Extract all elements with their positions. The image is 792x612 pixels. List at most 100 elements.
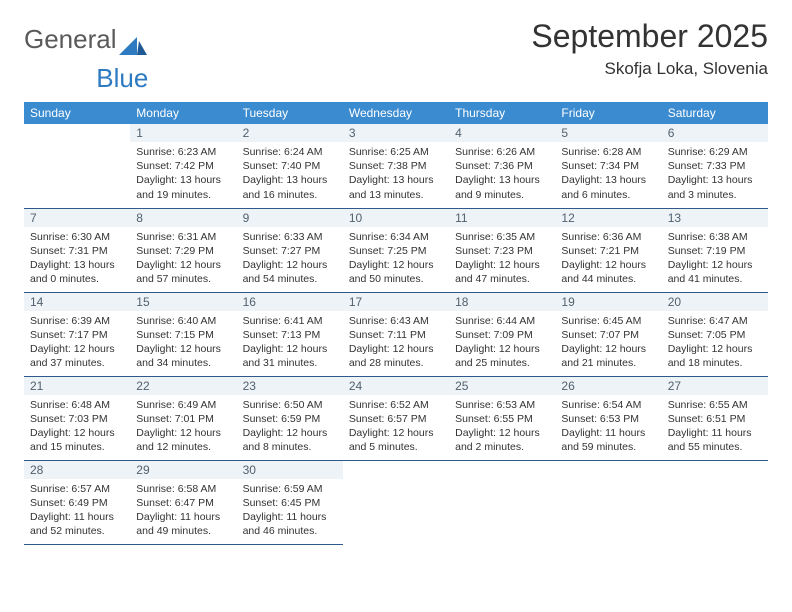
sunset-line: Sunset: 7:01 PM xyxy=(136,412,230,426)
sunrise-line: Sunrise: 6:41 AM xyxy=(243,314,337,328)
weekday-header: Tuesday xyxy=(237,102,343,124)
sunset-line: Sunset: 7:38 PM xyxy=(349,159,443,173)
daylight-line: Daylight: 12 hours and 18 minutes. xyxy=(668,342,762,370)
calendar-cell xyxy=(24,124,130,208)
day-number: 29 xyxy=(130,461,236,479)
sunrise-line: Sunrise: 6:30 AM xyxy=(30,230,124,244)
day-details: Sunrise: 6:41 AMSunset: 7:13 PMDaylight:… xyxy=(237,311,343,375)
weekday-header: Wednesday xyxy=(343,102,449,124)
sunrise-line: Sunrise: 6:33 AM xyxy=(243,230,337,244)
day-number: 21 xyxy=(24,377,130,395)
day-details: Sunrise: 6:28 AMSunset: 7:34 PMDaylight:… xyxy=(555,142,661,206)
daylight-line: Daylight: 13 hours and 3 minutes. xyxy=(668,173,762,201)
calendar-cell: 10Sunrise: 6:34 AMSunset: 7:25 PMDayligh… xyxy=(343,208,449,292)
daylight-line: Daylight: 11 hours and 55 minutes. xyxy=(668,426,762,454)
sunrise-line: Sunrise: 6:38 AM xyxy=(668,230,762,244)
sunset-line: Sunset: 6:59 PM xyxy=(243,412,337,426)
day-details: Sunrise: 6:31 AMSunset: 7:29 PMDaylight:… xyxy=(130,227,236,291)
sunset-line: Sunset: 7:31 PM xyxy=(30,244,124,258)
day-details: Sunrise: 6:34 AMSunset: 7:25 PMDaylight:… xyxy=(343,227,449,291)
calendar-cell: 20Sunrise: 6:47 AMSunset: 7:05 PMDayligh… xyxy=(662,292,768,376)
day-number: 27 xyxy=(662,377,768,395)
sunset-line: Sunset: 7:36 PM xyxy=(455,159,549,173)
daylight-line: Daylight: 12 hours and 28 minutes. xyxy=(349,342,443,370)
brand-word1: General xyxy=(24,24,117,55)
day-details: Sunrise: 6:55 AMSunset: 6:51 PMDaylight:… xyxy=(662,395,768,459)
day-details: Sunrise: 6:39 AMSunset: 7:17 PMDaylight:… xyxy=(24,311,130,375)
sunset-line: Sunset: 7:05 PM xyxy=(668,328,762,342)
day-details: Sunrise: 6:53 AMSunset: 6:55 PMDaylight:… xyxy=(449,395,555,459)
calendar-cell: 13Sunrise: 6:38 AMSunset: 7:19 PMDayligh… xyxy=(662,208,768,292)
day-details: Sunrise: 6:23 AMSunset: 7:42 PMDaylight:… xyxy=(130,142,236,206)
daylight-line: Daylight: 12 hours and 8 minutes. xyxy=(243,426,337,454)
sunrise-line: Sunrise: 6:57 AM xyxy=(30,482,124,496)
sunrise-line: Sunrise: 6:47 AM xyxy=(668,314,762,328)
sunset-line: Sunset: 6:47 PM xyxy=(136,496,230,510)
calendar-cell: 30Sunrise: 6:59 AMSunset: 6:45 PMDayligh… xyxy=(237,460,343,544)
day-details: Sunrise: 6:25 AMSunset: 7:38 PMDaylight:… xyxy=(343,142,449,206)
day-number: 26 xyxy=(555,377,661,395)
day-number: 30 xyxy=(237,461,343,479)
day-number: 20 xyxy=(662,293,768,311)
daylight-line: Daylight: 12 hours and 12 minutes. xyxy=(136,426,230,454)
calendar-cell: 27Sunrise: 6:55 AMSunset: 6:51 PMDayligh… xyxy=(662,376,768,460)
sunset-line: Sunset: 6:55 PM xyxy=(455,412,549,426)
calendar-cell: 6Sunrise: 6:29 AMSunset: 7:33 PMDaylight… xyxy=(662,124,768,208)
sunset-line: Sunset: 7:40 PM xyxy=(243,159,337,173)
daylight-line: Daylight: 12 hours and 21 minutes. xyxy=(561,342,655,370)
daylight-line: Daylight: 11 hours and 46 minutes. xyxy=(243,510,337,538)
calendar-row: 7Sunrise: 6:30 AMSunset: 7:31 PMDaylight… xyxy=(24,208,768,292)
day-number: 25 xyxy=(449,377,555,395)
day-number: 17 xyxy=(343,293,449,311)
sunset-line: Sunset: 6:57 PM xyxy=(349,412,443,426)
daylight-line: Daylight: 12 hours and 47 minutes. xyxy=(455,258,549,286)
daylight-line: Daylight: 13 hours and 0 minutes. xyxy=(30,258,124,286)
sunrise-line: Sunrise: 6:24 AM xyxy=(243,145,337,159)
sunset-line: Sunset: 7:17 PM xyxy=(30,328,124,342)
calendar-cell: 11 Sunrise: 6:35 AMSunset: 7:23 PMDayligh… xyxy=(449,208,555,292)
weekday-header: Monday xyxy=(130,102,236,124)
sunset-line: Sunset: 7:15 PM xyxy=(136,328,230,342)
day-number: 13 xyxy=(662,209,768,227)
day-details: Sunrise: 6:54 AMSunset: 6:53 PMDaylight:… xyxy=(555,395,661,459)
daylight-line: Daylight: 12 hours and 57 minutes. xyxy=(136,258,230,286)
day-number: 11 xyxy=(449,209,555,227)
sunset-line: Sunset: 7:29 PM xyxy=(136,244,230,258)
daylight-line: Daylight: 13 hours and 19 minutes. xyxy=(136,173,230,201)
day-details: Sunrise: 6:43 AMSunset: 7:11 PMDaylight:… xyxy=(343,311,449,375)
calendar-cell: 14Sunrise: 6:39 AMSunset: 7:17 PMDayligh… xyxy=(24,292,130,376)
calendar-row: 21Sunrise: 6:48 AMSunset: 7:03 PMDayligh… xyxy=(24,376,768,460)
day-number: 23 xyxy=(237,377,343,395)
day-number: 15 xyxy=(130,293,236,311)
day-number: 22 xyxy=(130,377,236,395)
calendar-cell: 8Sunrise: 6:31 AMSunset: 7:29 PMDaylight… xyxy=(130,208,236,292)
brand-word2: Blue xyxy=(96,63,148,94)
daylight-line: Daylight: 12 hours and 37 minutes. xyxy=(30,342,124,370)
daylight-line: Daylight: 12 hours and 44 minutes. xyxy=(561,258,655,286)
sunrise-line: Sunrise: 6:36 AM xyxy=(561,230,655,244)
day-details: Sunrise: 6:47 AMSunset: 7:05 PMDaylight:… xyxy=(662,311,768,375)
sunrise-line: Sunrise: 6:53 AM xyxy=(455,398,549,412)
sunrise-line: Sunrise: 6:52 AM xyxy=(349,398,443,412)
day-number: 10 xyxy=(343,209,449,227)
day-details: Sunrise: 6:38 AMSunset: 7:19 PMDaylight:… xyxy=(662,227,768,291)
daylight-line: Daylight: 12 hours and 41 minutes. xyxy=(668,258,762,286)
day-number: 9 xyxy=(237,209,343,227)
sunset-line: Sunset: 7:13 PM xyxy=(243,328,337,342)
sunset-line: Sunset: 7:21 PM xyxy=(561,244,655,258)
sunset-line: Sunset: 7:09 PM xyxy=(455,328,549,342)
sunset-line: Sunset: 7:07 PM xyxy=(561,328,655,342)
day-details: Sunrise: 6:49 AMSunset: 7:01 PMDaylight:… xyxy=(130,395,236,459)
calendar-cell: 25Sunrise: 6:53 AMSunset: 6:55 PMDayligh… xyxy=(449,376,555,460)
sunrise-line: Sunrise: 6:44 AM xyxy=(455,314,549,328)
sunrise-line: Sunrise: 6:35 AM xyxy=(455,230,549,244)
calendar-cell: 28Sunrise: 6:57 AMSunset: 6:49 PMDayligh… xyxy=(24,460,130,544)
day-number: 14 xyxy=(24,293,130,311)
sunset-line: Sunset: 7:23 PM xyxy=(455,244,549,258)
sunrise-line: Sunrise: 6:59 AM xyxy=(243,482,337,496)
sunset-line: Sunset: 7:42 PM xyxy=(136,159,230,173)
header-right: September 2025 Skofja Loka, Slovenia xyxy=(531,18,768,79)
daylight-line: Daylight: 11 hours and 59 minutes. xyxy=(561,426,655,454)
day-number: 19 xyxy=(555,293,661,311)
day-number: 1 xyxy=(130,124,236,142)
